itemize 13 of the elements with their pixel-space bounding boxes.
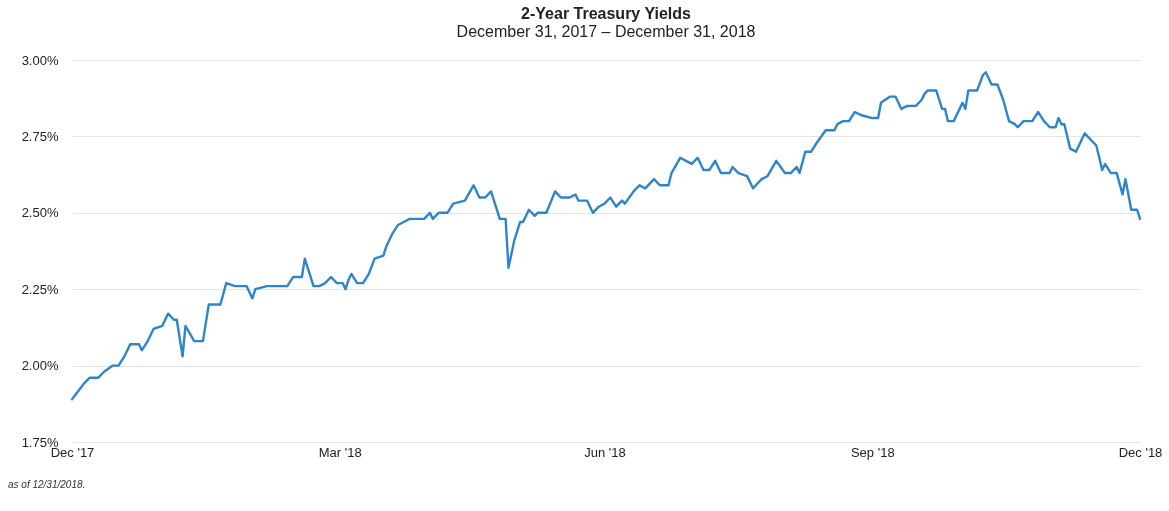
line-series — [70, 71, 1142, 401]
x-tick-label: Dec '18 — [1118, 444, 1163, 460]
y-tick-label: 2.00% — [21, 358, 59, 374]
chart-title: 2-Year Treasury Yields — [521, 5, 692, 22]
y-tick-label: 2.75% — [21, 128, 59, 144]
y-tick-label: 3.00% — [21, 52, 59, 68]
text: as of 12/31/2018. — [8, 479, 86, 490]
x-tick-label: Jun '18 — [584, 444, 626, 460]
y-tick-label: 2.25% — [21, 281, 59, 297]
x-tick-label: Mar '18 — [318, 444, 362, 460]
y-tick-label: 2.50% — [21, 205, 59, 221]
x-tick-label: Sep '18 — [850, 444, 895, 460]
chart-subtitle: December 31, 2017 – December 31, 2018 — [456, 23, 756, 40]
